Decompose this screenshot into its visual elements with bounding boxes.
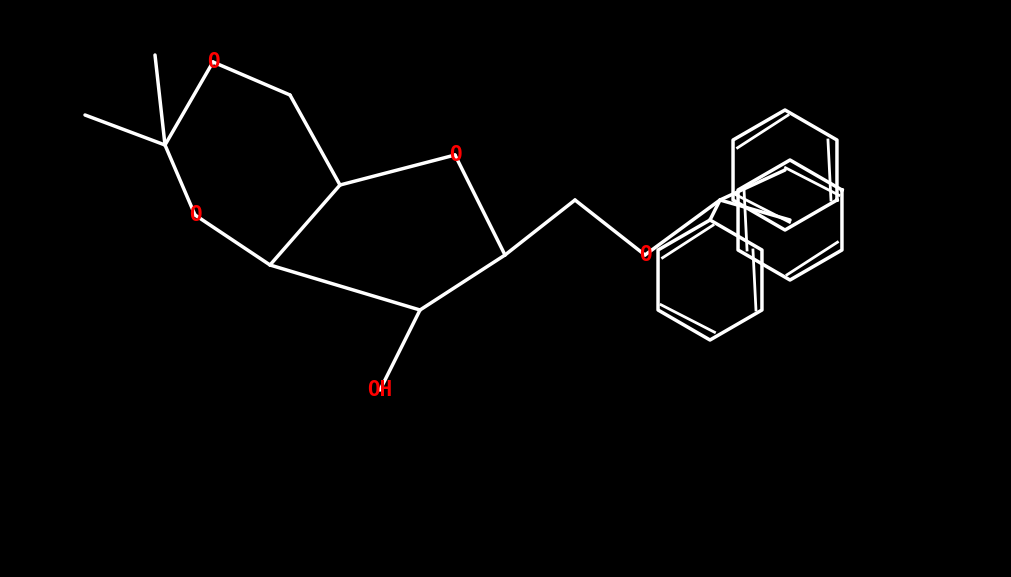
Text: O: O	[206, 52, 219, 72]
Text: O: O	[188, 205, 201, 225]
Text: O: O	[448, 145, 461, 165]
Text: OH: OH	[367, 380, 392, 400]
Text: O: O	[638, 245, 651, 265]
